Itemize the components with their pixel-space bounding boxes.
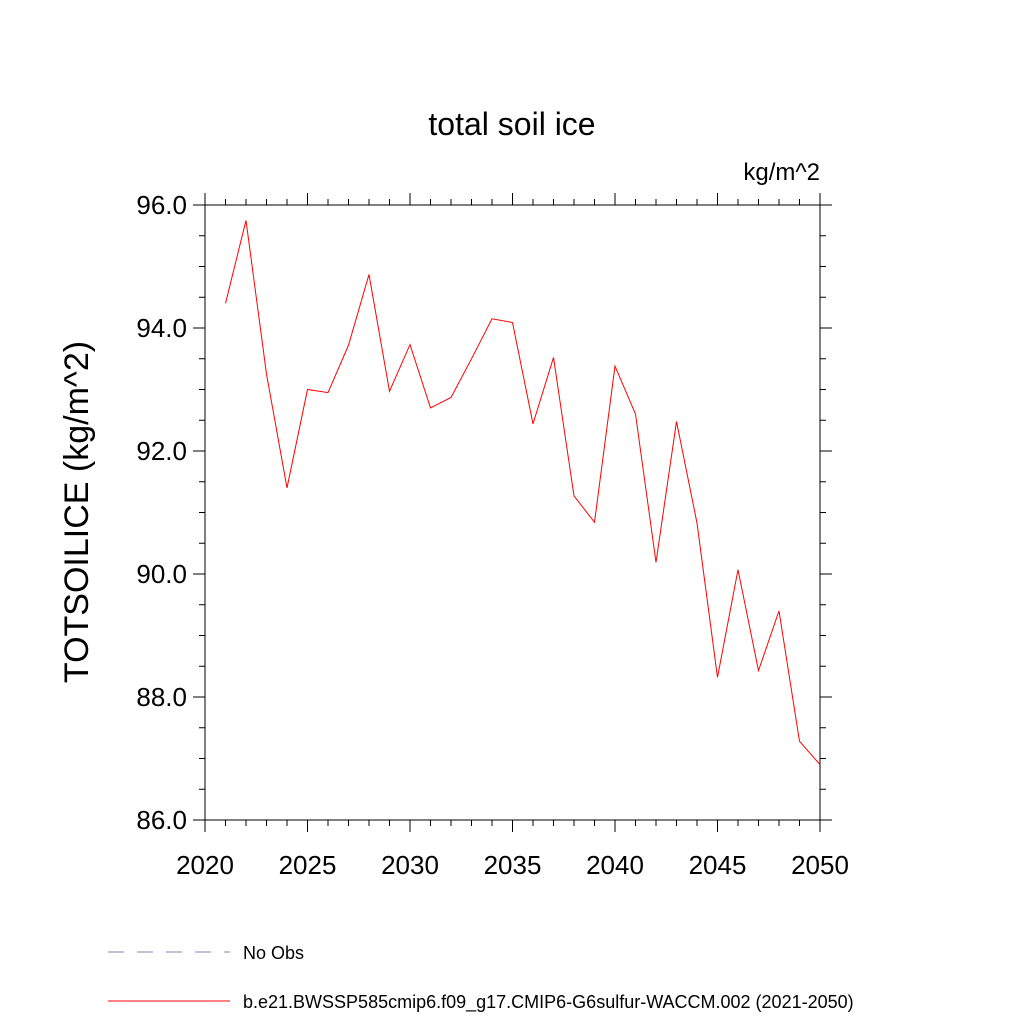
x-tick-label: 2025 [279,850,337,880]
y-tick-label: 94.0 [136,313,187,343]
series-line [225,220,821,765]
y-tick-label: 92.0 [136,436,187,466]
y-tick-label: 90.0 [136,559,187,589]
x-tick-label: 2020 [176,850,234,880]
x-tick-label: 2040 [586,850,644,880]
y-tick-label: 96.0 [136,190,187,220]
x-tick-label: 2045 [689,850,747,880]
chart-title: total soil ice [428,106,595,142]
series-layer [225,220,821,765]
x-tick-label: 2030 [381,850,439,880]
legend: No Obs b.e21.BWSSP585cmip6.f09_g17.CMIP6-… [108,943,854,1013]
axes: 2020 2025 2030 2035 2040 2045 2050 86.0 88.0 90.0… [136,190,849,880]
x-tick-label: 2035 [484,850,542,880]
y-tick-label: 86.0 [136,805,187,835]
y-axis-label: TOTSOILICE (kg/m^2) [58,341,96,683]
legend-label: No Obs [243,943,304,963]
legend-label: b.e21.BWSSP585cmip6.f09_g17.CMIP6-G6sulf… [243,992,854,1013]
plot-frame [204,204,821,821]
units-label: kg/m^2 [743,159,820,186]
x-tick-label: 2050 [791,850,849,880]
y-tick-label: 88.0 [136,682,187,712]
